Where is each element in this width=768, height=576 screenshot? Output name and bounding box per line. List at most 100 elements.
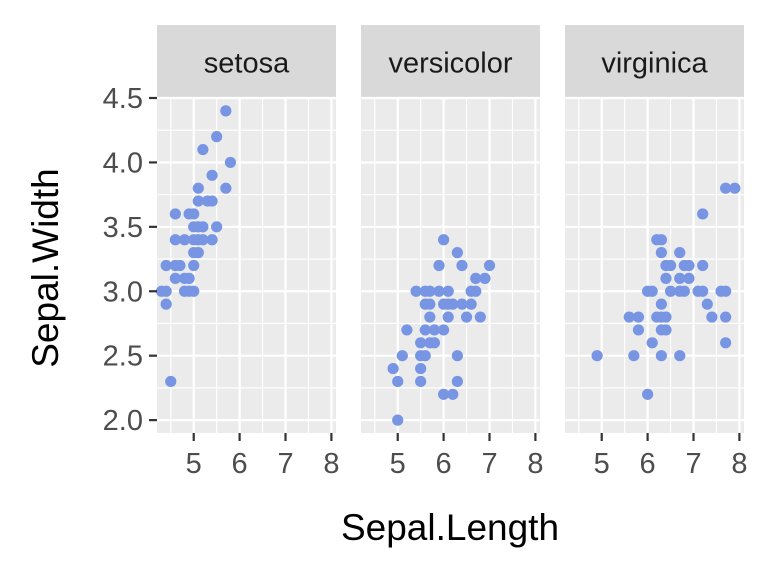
data-point (428, 324, 441, 336)
data-point (197, 143, 209, 156)
data-point (442, 285, 454, 297)
data-point (674, 272, 686, 284)
x-tick-label: 6 (232, 448, 248, 480)
data-point (192, 195, 204, 207)
data-point (401, 324, 413, 336)
data-point (419, 350, 431, 362)
data-point (664, 259, 677, 272)
data-point (169, 208, 181, 220)
data-point (438, 388, 450, 400)
data-point (720, 182, 732, 194)
x-tick-label: 7 (685, 448, 701, 480)
data-point (655, 234, 667, 246)
data-point (646, 337, 658, 349)
x-tick-label: 5 (186, 448, 202, 480)
data-point (165, 375, 177, 388)
x-tick-label: 7 (277, 448, 293, 480)
data-point (197, 234, 209, 246)
data-point (720, 311, 732, 323)
data-point (220, 105, 232, 117)
x-tick-label: 8 (527, 448, 543, 480)
data-point (192, 182, 204, 194)
data-point (169, 272, 181, 284)
data-point (220, 182, 232, 194)
data-point (415, 362, 427, 375)
data-point (664, 285, 677, 297)
data-point (415, 337, 427, 349)
data-point (474, 311, 486, 323)
data-point (447, 298, 459, 310)
y-tick-label: 2.5 (103, 341, 143, 373)
y-tick-label: 4.5 (103, 83, 143, 115)
data-point (392, 414, 404, 426)
panels-layer: setosa versicolor virginica (155, 25, 744, 433)
data-point (646, 285, 658, 297)
y-tick-label: 2.0 (103, 405, 143, 437)
data-point (729, 182, 741, 194)
data-point (628, 350, 640, 362)
data-point (224, 156, 237, 169)
data-point (683, 259, 695, 272)
data-point (591, 350, 603, 362)
strip-label: setosa (204, 48, 290, 80)
data-point (623, 311, 635, 323)
data-point (683, 272, 695, 284)
data-point (442, 311, 454, 323)
data-point (632, 324, 645, 336)
data-point (720, 285, 732, 297)
data-point (460, 311, 473, 323)
data-point (479, 272, 491, 284)
y-tick-label: 4.0 (103, 147, 143, 179)
x-axis-title: Sepal.Length (341, 507, 559, 548)
x-tick-label: 6 (640, 448, 656, 480)
data-point (415, 375, 427, 388)
data-point (470, 272, 482, 284)
data-point (160, 259, 172, 272)
strip-background (565, 25, 744, 98)
data-point (632, 311, 645, 323)
data-point (465, 298, 477, 310)
data-point (660, 324, 672, 336)
x-tick-label: 8 (323, 448, 339, 480)
x-tick-label: 7 (481, 448, 497, 480)
x-tick-label: 8 (731, 448, 747, 480)
data-point (674, 247, 686, 259)
data-point (410, 285, 422, 297)
data-point (424, 311, 436, 323)
data-point (396, 350, 408, 362)
data-point (447, 388, 459, 400)
y-axis: 2.0 2.5 3.0 3.5 4.0 4.5 (103, 83, 157, 437)
data-point (655, 298, 667, 310)
data-point (655, 247, 667, 259)
data-point (451, 350, 463, 362)
data-point (697, 259, 709, 272)
facet-panel-versicolor: versicolor (361, 25, 540, 433)
data-point (169, 234, 181, 246)
data-point (206, 195, 218, 207)
data-point (660, 272, 672, 284)
data-point (660, 311, 672, 323)
data-point (678, 285, 690, 297)
y-tick-label: 3.5 (103, 212, 143, 244)
data-point (188, 259, 200, 272)
data-point (211, 131, 223, 143)
data-point (433, 285, 445, 297)
data-point (438, 234, 450, 246)
data-point (433, 259, 445, 272)
strip-background (361, 25, 540, 98)
data-point (160, 298, 172, 310)
x-tick-label: 5 (594, 448, 610, 480)
y-axis-title: Sepal.Width (25, 168, 66, 368)
strip-label: virginica (601, 48, 708, 80)
data-point (178, 234, 191, 246)
data-point (697, 208, 709, 220)
data-point (183, 272, 195, 284)
facet-panel-virginica: virginica (565, 25, 744, 433)
data-point (456, 298, 468, 310)
data-point (160, 285, 172, 297)
x-tick-label: 6 (436, 448, 452, 480)
panel-background (157, 98, 336, 433)
data-point (451, 375, 463, 388)
data-point (197, 221, 209, 233)
